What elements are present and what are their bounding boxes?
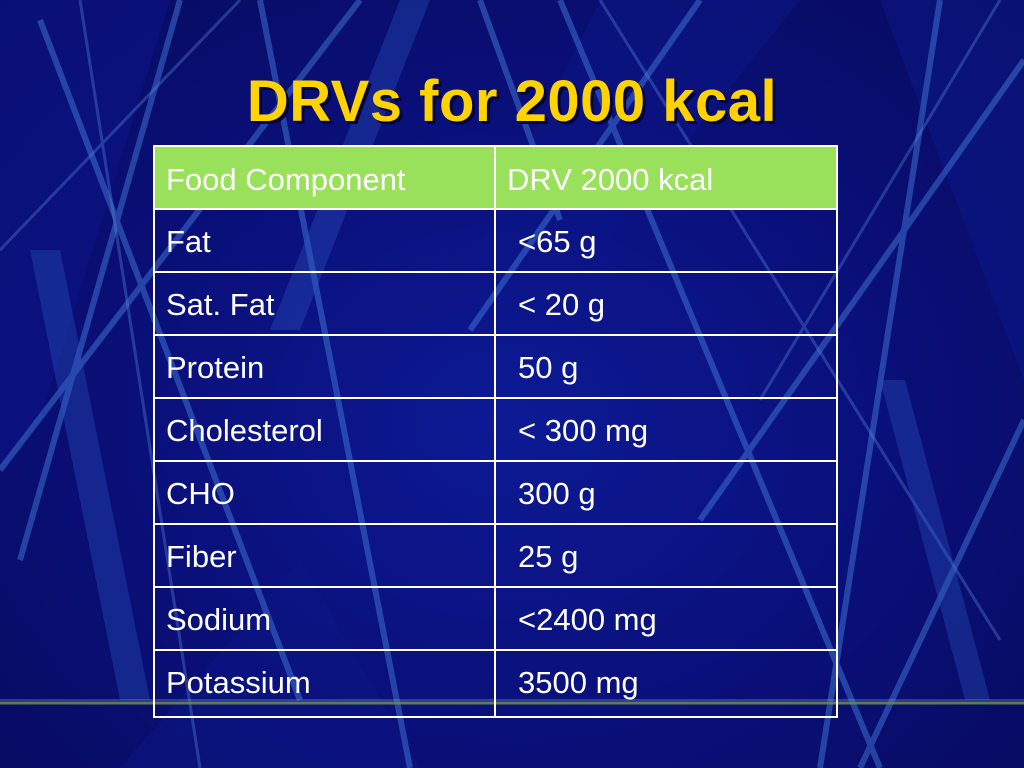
table-row: Fiber 25 g bbox=[153, 523, 838, 588]
table-row: CHO 300 g bbox=[153, 460, 838, 525]
table-row: Cholesterol < 300 mg bbox=[153, 397, 838, 462]
drv-cell: 3500 mg bbox=[494, 649, 838, 718]
drv-table: Food Component DRV 2000 kcal Fat <65 g S… bbox=[153, 145, 838, 718]
table-row: Protein 50 g bbox=[153, 334, 838, 399]
table-row: Sodium <2400 mg bbox=[153, 586, 838, 651]
drv-cell: <65 g bbox=[494, 208, 838, 273]
drv-cell: 50 g bbox=[494, 334, 838, 399]
component-cell: CHO bbox=[153, 460, 496, 525]
drv-cell: < 300 mg bbox=[494, 397, 838, 462]
component-cell: Fiber bbox=[153, 523, 496, 588]
component-cell: Sat. Fat bbox=[153, 271, 496, 336]
drv-cell: 300 g bbox=[494, 460, 838, 525]
table-row: Fat <65 g bbox=[153, 208, 838, 273]
component-cell: Cholesterol bbox=[153, 397, 496, 462]
drv-cell: < 20 g bbox=[494, 271, 838, 336]
header-drv-2000-kcal: DRV 2000 kcal bbox=[494, 145, 838, 210]
table-header-row: Food Component DRV 2000 kcal bbox=[153, 145, 838, 210]
component-cell: Protein bbox=[153, 334, 496, 399]
component-cell: Fat bbox=[153, 208, 496, 273]
drv-cell: <2400 mg bbox=[494, 586, 838, 651]
drv-cell: 25 g bbox=[494, 523, 838, 588]
component-cell: Potassium bbox=[153, 649, 496, 718]
table-row: Potassium 3500 mg bbox=[153, 649, 838, 718]
slide-title: DRVs for 2000 kcal bbox=[246, 69, 778, 134]
header-food-component: Food Component bbox=[153, 145, 496, 210]
component-cell: Sodium bbox=[153, 586, 496, 651]
table-row: Sat. Fat < 20 g bbox=[153, 271, 838, 336]
